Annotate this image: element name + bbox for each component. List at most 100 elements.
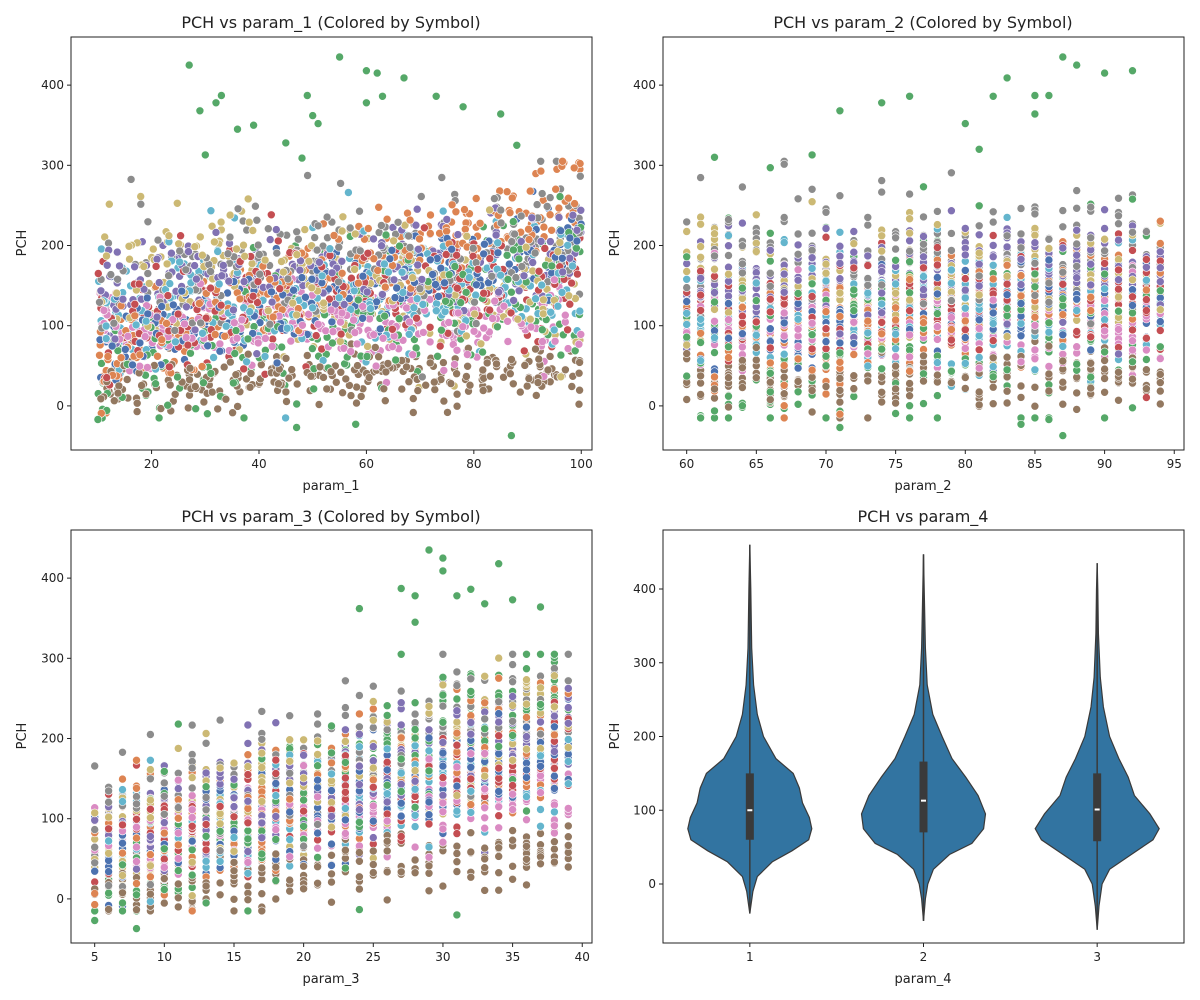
scatter-point: [329, 231, 339, 240]
scatter-point: [1100, 269, 1109, 279]
scatter-point: [336, 329, 346, 339]
chart-title: PCH vs param_2 (Colored by Symbol): [773, 13, 1072, 33]
scatter-point: [95, 350, 104, 360]
scatter-point: [274, 379, 283, 389]
scatter-point: [143, 269, 153, 278]
scatter-point: [1030, 321, 1040, 330]
scatter-point: [988, 382, 998, 392]
scatter-point: [724, 251, 733, 260]
scatter-point: [1128, 194, 1137, 204]
scatter-point: [696, 273, 705, 283]
scatter-point: [245, 382, 255, 392]
scatter-point: [364, 373, 374, 382]
scatter-point: [186, 348, 195, 358]
scatter-point: [503, 316, 512, 326]
scatter-point: [102, 260, 112, 270]
scatter-point: [413, 386, 423, 395]
scatter-point: [485, 254, 495, 263]
scatter-point: [1100, 356, 1109, 365]
scatter-point: [724, 241, 733, 250]
scatter-point: [575, 306, 585, 316]
scatter-point: [1156, 216, 1165, 226]
scatter-point: [245, 307, 254, 316]
scatter-point: [974, 259, 984, 269]
scatter-point: [313, 221, 323, 231]
scatter-point: [863, 376, 873, 386]
scatter-point: [765, 246, 775, 255]
scatter-point: [1030, 365, 1040, 375]
scatter-point: [325, 244, 335, 253]
scatter-point: [421, 380, 431, 390]
scatter-point: [960, 316, 970, 326]
scatter-point: [1030, 282, 1040, 292]
scatter-point: [185, 375, 194, 385]
scatter-point: [988, 399, 998, 409]
x-tick-label: 60: [359, 457, 374, 471]
scatter-point: [363, 249, 373, 258]
scatter-point: [1072, 294, 1081, 304]
scatter-point: [696, 219, 705, 229]
scatter-point: [835, 228, 845, 237]
scatter-point: [1016, 291, 1026, 301]
scatter-point: [199, 378, 208, 388]
scatter-point: [710, 384, 719, 394]
scatter-point: [974, 248, 984, 258]
scatter-point: [1002, 365, 1012, 375]
scatter-point: [452, 283, 462, 293]
scatter-point: [509, 296, 518, 305]
scatter-point: [183, 340, 193, 350]
scatter-point: [542, 202, 552, 211]
scatter-point: [362, 352, 372, 361]
scatter-point: [412, 204, 422, 214]
scatter-point: [223, 249, 233, 258]
scatter-point: [415, 284, 425, 294]
scatter-point: [821, 224, 831, 233]
scatter-point: [418, 328, 428, 337]
scatter-point: [960, 266, 970, 275]
scatter-point: [224, 276, 234, 286]
scatter-point: [807, 330, 817, 340]
scatter-point: [779, 361, 789, 370]
scatter-point: [268, 312, 278, 322]
scatter-point: [710, 288, 719, 297]
scatter-point: [482, 358, 492, 368]
scatter-point: [287, 365, 297, 374]
scatter-point: [1100, 296, 1109, 305]
scatter-point: [891, 369, 900, 379]
scatter-point: [891, 398, 900, 408]
scatter-point: [547, 261, 557, 271]
scatter-point: [336, 317, 345, 327]
scatter-point: [132, 398, 142, 408]
scatter-point: [404, 251, 414, 261]
scatter-point: [231, 326, 241, 335]
scatter-point: [682, 274, 692, 284]
scatter-point: [125, 254, 134, 264]
scatter-point: [738, 356, 747, 365]
scatter-point: [575, 385, 584, 395]
scatter-point: [363, 224, 373, 233]
scatter-point: [496, 109, 506, 119]
scatter-point: [198, 328, 207, 338]
scatter-point: [319, 298, 328, 308]
scatter-point: [408, 350, 418, 360]
scatter-point: [430, 385, 440, 394]
scatter-point: [370, 343, 380, 352]
scatter-point: [279, 267, 288, 277]
scatter-point: [307, 274, 317, 284]
scatter-point: [496, 218, 506, 228]
scatter-point: [328, 327, 338, 336]
scatter-point: [460, 205, 469, 214]
scatter-point: [765, 377, 775, 387]
scatter-point: [738, 311, 747, 321]
scatter-point: [574, 399, 584, 409]
scatter-point: [292, 310, 301, 320]
scatter-point: [195, 106, 205, 116]
scatter-point: [682, 349, 692, 358]
scatter-point: [779, 299, 789, 309]
scatter-point: [960, 293, 970, 303]
scatter-point: [135, 338, 145, 348]
scatter-point: [478, 347, 487, 357]
scatter-point: [835, 251, 845, 261]
scatter-point: [173, 199, 182, 208]
scatter-point: [99, 306, 109, 315]
